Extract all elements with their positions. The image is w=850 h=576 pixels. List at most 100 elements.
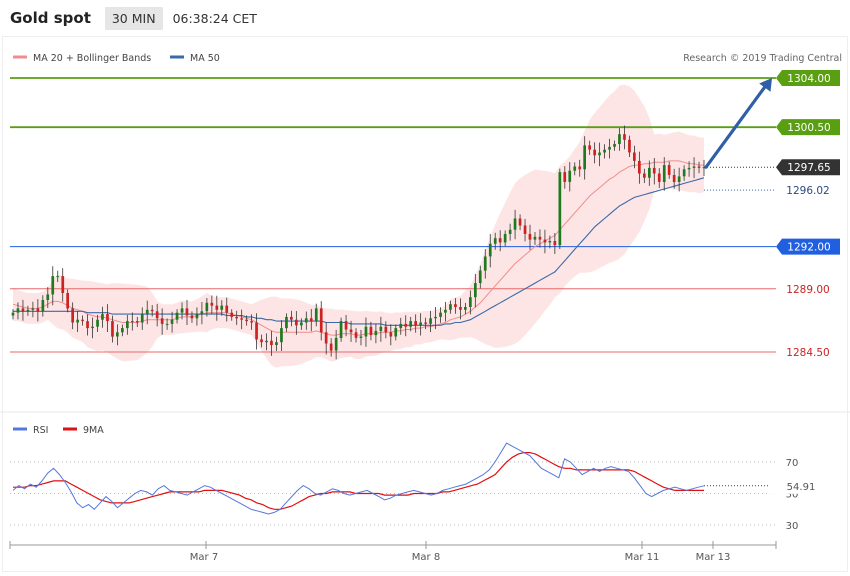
- candle-body-84: [429, 318, 432, 324]
- candle-body-57: [295, 319, 298, 326]
- chart-header: Gold spot 30 MIN 06:38:24 CET: [0, 0, 850, 36]
- candle-body-89: [454, 304, 457, 307]
- candle-body-33: [175, 312, 179, 320]
- candle-body-75: [384, 326, 388, 333]
- candle-body-47: [245, 319, 248, 322]
- candle-body-132: [667, 165, 671, 175]
- candle-body-113: [573, 166, 577, 171]
- candle-body-82: [419, 322, 422, 326]
- candle-body-16: [91, 326, 94, 329]
- candle-body-31: [165, 323, 169, 325]
- candle-body-45: [235, 316, 238, 319]
- legend-ma20-label: MA 20 + Bollinger Bands: [33, 53, 151, 64]
- x-tick-label-2: Mar 11: [625, 552, 660, 563]
- rsi-tick-30: 30: [786, 521, 799, 532]
- candle-body-70: [359, 336, 363, 338]
- candle-body-14: [81, 319, 84, 322]
- candle-body-1: [16, 308, 20, 313]
- current-price-tag: [776, 159, 840, 176]
- candle-body-52: [270, 340, 273, 345]
- candle-body-46: [240, 318, 243, 320]
- candle-body-72: [369, 326, 373, 336]
- level-tag-2: [776, 119, 840, 136]
- candle-body-18: [101, 314, 104, 320]
- candle-body-128: [648, 167, 651, 178]
- level-label-5: 1284.50: [786, 347, 829, 359]
- candle-body-7: [46, 294, 50, 300]
- candle-body-27: [145, 309, 149, 314]
- candle-body-41: [215, 305, 219, 310]
- legend-rsi-label: RSI: [33, 425, 48, 436]
- current-price-label: 1297.65: [787, 162, 830, 174]
- candle-body-62: [319, 308, 323, 333]
- candle-body-78: [399, 323, 403, 329]
- candle-body-87: [444, 309, 447, 313]
- candle-body-67: [344, 321, 348, 330]
- candle-body-35: [185, 308, 189, 316]
- candle-body-76: [389, 332, 393, 337]
- candle-body-102: [518, 218, 522, 226]
- candle-body-54: [280, 328, 283, 343]
- candle-body-38: [200, 311, 204, 315]
- candle-body-90: [459, 307, 462, 310]
- candle-body-69: [354, 332, 358, 338]
- candle-body-32: [170, 319, 174, 324]
- candle-body-98: [498, 238, 502, 243]
- target-arrow-head: [759, 78, 772, 92]
- candle-body-127: [643, 173, 646, 178]
- target-arrow-shaft: [704, 82, 769, 169]
- candle-body-59: [304, 318, 308, 323]
- candle-body-118: [598, 152, 601, 156]
- candle-body-55: [285, 316, 288, 329]
- candle-body-6: [41, 300, 45, 312]
- candle-body-50: [260, 339, 263, 343]
- candle-body-124: [628, 139, 631, 153]
- candle-body-111: [563, 172, 567, 182]
- candle-body-107: [543, 239, 547, 243]
- candle-body-53: [275, 342, 278, 345]
- legend-rsi-ma-label: 9MA: [83, 425, 104, 436]
- candle-body-20: [111, 321, 114, 337]
- candle-body-117: [593, 149, 596, 156]
- candle-body-137: [692, 166, 696, 168]
- candle-body-85: [434, 316, 437, 319]
- candle-body-39: [205, 302, 209, 312]
- level-label-3: 1292.00: [787, 242, 830, 254]
- candle-body-91: [464, 307, 467, 310]
- candle-body-88: [449, 304, 452, 310]
- rsi-current-label: 54.91: [787, 482, 816, 493]
- level-label-1: 1304.00: [787, 73, 830, 85]
- candle-body-9: [56, 276, 60, 278]
- candle-body-109: [553, 241, 557, 246]
- candle-body-133: [672, 175, 676, 182]
- level-label-2: 1300.50: [787, 122, 830, 134]
- candle-body-112: [568, 170, 572, 182]
- x-tick-label-0: Mar 7: [190, 552, 218, 563]
- ma50-value-label: 1296.02: [786, 185, 829, 197]
- candle-body-30: [160, 318, 164, 324]
- candle-body-21: [116, 332, 119, 337]
- candle-body-19: [106, 314, 109, 322]
- candle-body-123: [623, 134, 626, 140]
- candle-body-135: [682, 169, 686, 177]
- candle-body-49: [255, 322, 258, 340]
- instrument-title: Gold spot: [10, 9, 91, 27]
- price-candles: [11, 125, 706, 360]
- candle-body-106: [538, 236, 542, 240]
- candle-body-119: [603, 149, 606, 153]
- candle-body-48: [250, 321, 253, 323]
- candle-body-138: [697, 166, 701, 168]
- candle-body-139: [702, 167, 706, 169]
- candle-body-130: [657, 173, 661, 182]
- candle-body-83: [424, 322, 427, 324]
- timeframe-selector[interactable]: 30 MIN: [104, 6, 163, 30]
- candle-body-101: [513, 218, 517, 230]
- candle-body-65: [334, 337, 338, 351]
- candle-body-110: [558, 172, 562, 246]
- candle-body-28: [150, 309, 154, 312]
- candle-body-22: [121, 328, 124, 333]
- candle-body-125: [633, 152, 636, 161]
- rsi-panel: RSI 9MA: [0, 411, 850, 436]
- candle-body-122: [618, 134, 621, 144]
